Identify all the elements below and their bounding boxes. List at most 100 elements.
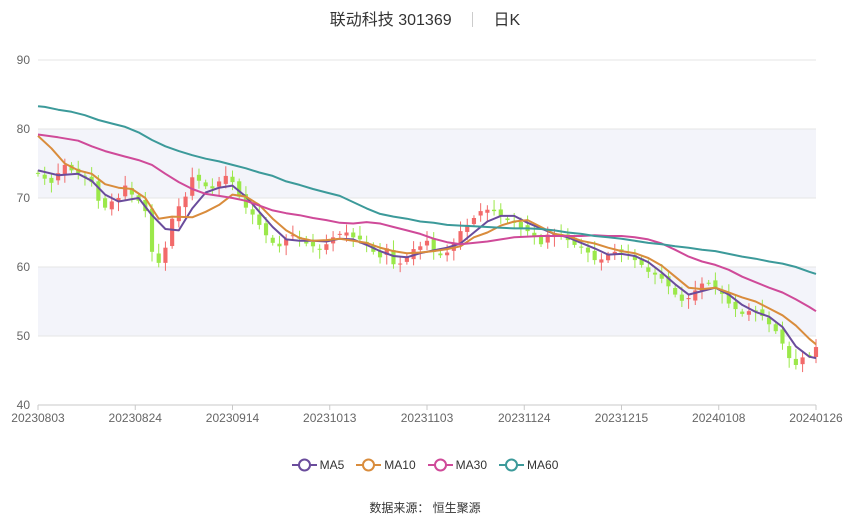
candle-body — [585, 247, 591, 253]
candle-body — [257, 214, 262, 225]
candle-body — [170, 218, 175, 247]
candle-body — [431, 238, 436, 252]
candle-body — [505, 218, 510, 221]
candle-body — [666, 276, 671, 287]
candle-body — [760, 309, 765, 316]
y-tick-label: 50 — [17, 329, 31, 343]
candles — [35, 158, 819, 373]
candle-body — [230, 176, 235, 183]
candle-body — [579, 246, 584, 248]
title-separator — [472, 12, 474, 27]
candle-body — [438, 253, 443, 256]
candle-body — [532, 232, 537, 237]
candle-body — [183, 196, 188, 208]
candle-body — [62, 164, 67, 175]
y-tick-label: 70 — [17, 191, 31, 205]
candle-body — [129, 188, 134, 195]
y-tick-label: 60 — [17, 260, 31, 274]
legend-item-ma30[interactable]: MA30 — [427, 458, 488, 472]
candle-body — [324, 244, 329, 250]
period-label[interactable]: 日K — [493, 12, 521, 29]
candle-body — [337, 233, 342, 235]
candle-body — [699, 283, 705, 292]
x-tick-label: 20230803 — [11, 411, 65, 425]
legend-item-ma5[interactable]: MA5 — [291, 458, 344, 472]
ma-line-ma10 — [37, 135, 817, 346]
background-band — [38, 129, 816, 198]
legend-marker — [356, 458, 382, 472]
candle-body — [163, 247, 168, 263]
candle-body — [424, 240, 430, 246]
candle-body — [746, 311, 752, 315]
candle-body — [733, 301, 738, 310]
moving-averages — [37, 105, 817, 360]
y-tick-label: 40 — [17, 398, 31, 412]
candle-body — [35, 172, 41, 174]
y-axis-ticks: 40 50 60 70 80 90 — [17, 53, 31, 412]
candle-body — [545, 234, 550, 243]
candle-body — [632, 255, 637, 261]
candle-body — [807, 354, 812, 356]
x-axis-ticks: 20230803 20230824 20230914 20231013 20231103… — [11, 404, 843, 425]
x-tick-label: 20240126 — [789, 411, 843, 425]
candle-body — [357, 235, 363, 240]
candle-body — [485, 209, 490, 213]
candle-body — [606, 254, 611, 261]
candle-body — [465, 224, 470, 232]
candle-body — [693, 290, 698, 301]
candle-body — [612, 251, 617, 254]
legend-label: MA30 — [455, 458, 488, 472]
x-tick-label: 20231013 — [303, 411, 357, 425]
candle-body — [284, 238, 289, 246]
legend-marker — [427, 458, 453, 472]
candle-body — [196, 174, 202, 181]
candle-body — [317, 248, 322, 250]
candle-body — [679, 294, 684, 301]
legend-marker — [291, 458, 317, 472]
candle-body — [102, 198, 108, 208]
candle-body — [56, 173, 61, 181]
candle-body — [478, 211, 483, 216]
candle-body — [766, 317, 772, 325]
candle-body — [780, 329, 785, 344]
ma-line-ma5 — [37, 169, 817, 360]
candle-body — [398, 263, 403, 265]
candle-body — [404, 256, 409, 262]
candle-body — [250, 209, 255, 215]
legend-marker — [499, 458, 525, 472]
candle-body — [310, 241, 316, 247]
x-tick-label: 20231215 — [595, 411, 649, 425]
y-tick-label: 90 — [17, 53, 31, 67]
x-tick-label: 20231103 — [401, 411, 454, 425]
legend-item-ma10[interactable]: MA10 — [356, 458, 416, 472]
candle-body — [572, 237, 577, 245]
candle-body — [270, 237, 275, 243]
candle-body — [384, 248, 389, 255]
candle-body — [659, 273, 664, 279]
legend: MA5 MA10 MA30 MA60 — [0, 458, 850, 472]
candle-body — [813, 347, 819, 357]
candle-body — [116, 198, 121, 202]
candle-body — [787, 346, 792, 359]
ma-line-ma30 — [37, 133, 817, 313]
x-tick-label: 20240108 — [692, 411, 746, 425]
candle-body — [89, 176, 94, 183]
candle-body — [740, 311, 745, 314]
candle-body — [217, 181, 222, 187]
candle-body — [411, 249, 416, 260]
candle-body — [109, 201, 114, 210]
candle-body — [149, 208, 155, 252]
candle-body — [793, 358, 798, 365]
candle-body — [773, 324, 778, 332]
source-value: 恒生聚源 — [432, 501, 481, 515]
candle-body — [96, 181, 101, 201]
candle-body — [726, 293, 731, 304]
y-tick-label: 80 — [17, 122, 31, 136]
candle-body — [491, 209, 497, 212]
candle-body — [377, 250, 383, 258]
candle-body — [82, 175, 88, 177]
candle-body — [706, 282, 711, 284]
candle-body — [263, 223, 269, 236]
legend-item-ma60[interactable]: MA60 — [499, 458, 558, 472]
